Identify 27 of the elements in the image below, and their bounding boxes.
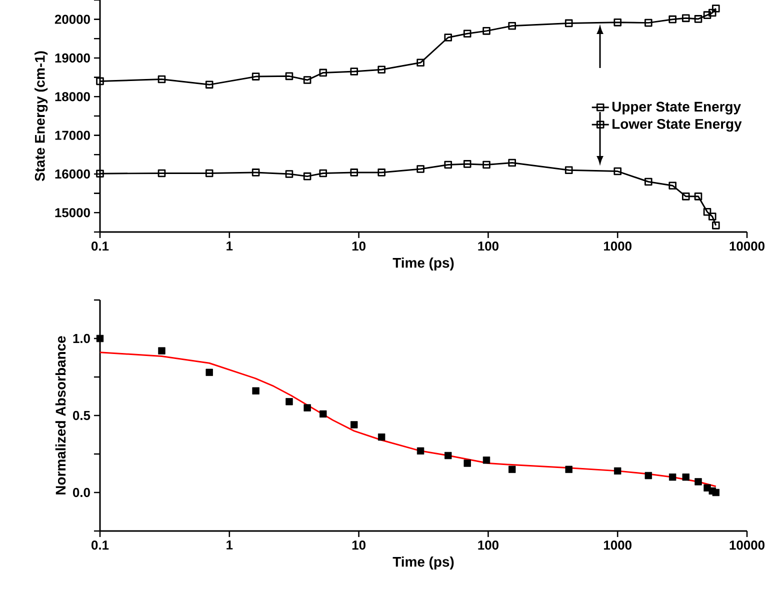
- x-tick-label: 0.1: [92, 540, 109, 550]
- y-tick-label: 17000: [55, 130, 90, 140]
- x-tick-label: 10: [352, 540, 366, 550]
- x-tick-label: 1000: [604, 242, 632, 251]
- x-axis-title: Time (ps): [392, 556, 454, 570]
- x-tick-label: 0.1: [92, 242, 109, 251]
- y-tick-label: 0.0: [73, 488, 90, 498]
- x-tick-label: 1000: [604, 540, 632, 550]
- x-tick-label: 10: [352, 242, 366, 251]
- y-tick-label: 18000: [55, 92, 90, 102]
- x-tick-label: 1: [226, 242, 233, 250]
- y-axis-title: State Energy (cm-1): [34, 51, 48, 182]
- y-tick-label: 1.0: [73, 334, 90, 344]
- x-tick-label: 100: [478, 242, 498, 251]
- x-tick-label: 10000: [730, 242, 764, 251]
- x-tick-label: 100: [478, 540, 498, 550]
- x-tick-label: 10000: [730, 540, 764, 550]
- y-tick-label: 20000: [54, 14, 90, 24]
- legend-label: Upper State Energy: [612, 102, 741, 114]
- legend-label: Lower State Energy: [612, 118, 742, 132]
- y-tick-label: 0.5: [73, 410, 90, 420]
- y-tick-label: 15000: [55, 208, 90, 218]
- x-axis-title: Time (ps): [392, 258, 454, 271]
- y-axis-title: Normalized Absorbance: [55, 336, 66, 494]
- x-tick-label: 1: [226, 540, 233, 550]
- y-tick-label: 16000: [55, 169, 90, 179]
- y-tick-label: 19000: [55, 53, 90, 63]
